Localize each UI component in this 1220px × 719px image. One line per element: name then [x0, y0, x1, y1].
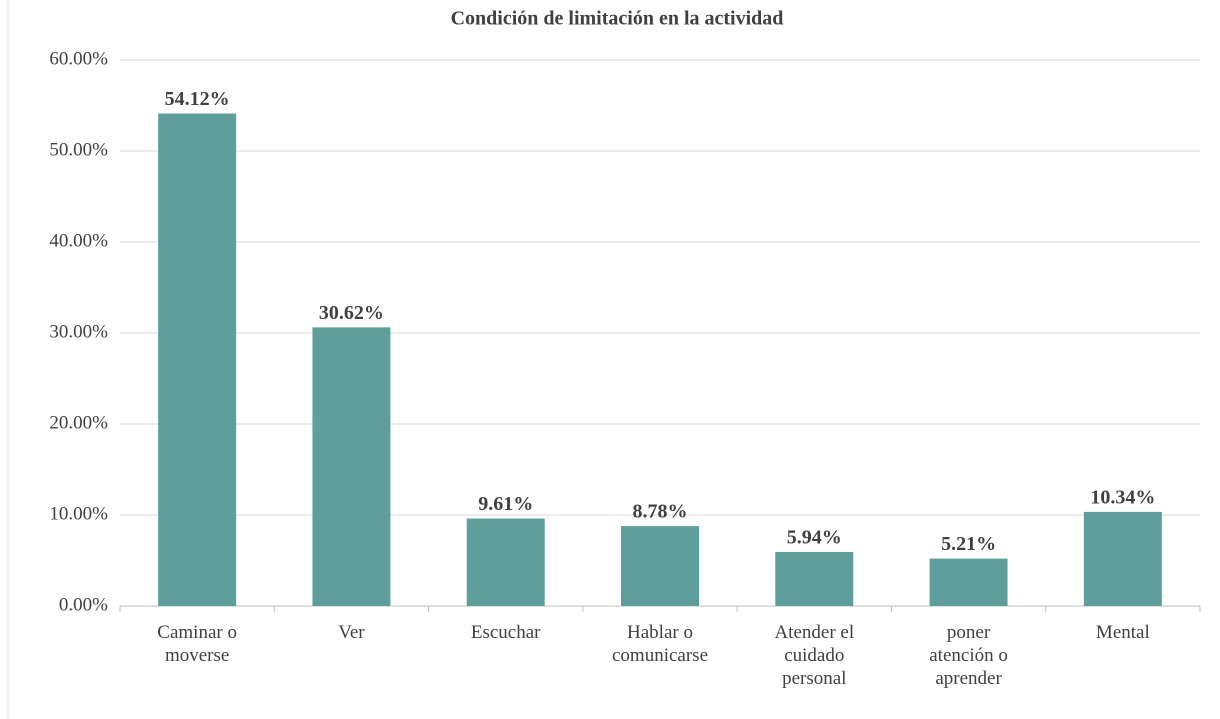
x-tick-label: Hablar o comunicarse	[611, 622, 708, 666]
y-tick-label: 50.00%	[49, 139, 108, 160]
y-tick-label: 60.00%	[49, 48, 108, 69]
x-tick-label: Escuchar	[470, 622, 541, 643]
value-label: 10.34%	[1090, 486, 1155, 508]
y-tick-label: 10.00%	[49, 503, 108, 524]
x-tick-label: Mental	[1095, 622, 1150, 643]
x-tick-label: Atender el cuidado personal	[774, 622, 855, 689]
value-label: 54.12%	[165, 88, 230, 110]
value-label: 9.61%	[478, 493, 533, 515]
y-tick-label: 20.00%	[49, 412, 108, 433]
bar	[1083, 511, 1162, 606]
bar	[929, 558, 1008, 606]
chart-title: Condición de limitación en la actividad	[451, 8, 784, 30]
bar	[158, 113, 237, 607]
x-tick-label: Caminar o moverse	[157, 622, 237, 666]
y-tick-label: 40.00%	[49, 230, 108, 251]
value-label: 5.94%	[787, 527, 842, 549]
bar	[775, 551, 854, 606]
x-tick-label: poner atención o aprender	[929, 622, 1008, 689]
x-tick-label: Ver	[338, 622, 365, 643]
value-label: 8.78%	[633, 501, 688, 523]
value-label: 30.62%	[319, 302, 384, 324]
value-label: 5.21%	[941, 533, 996, 555]
bar	[466, 518, 545, 606]
bar	[621, 526, 699, 606]
y-tick-label: 0.00%	[59, 594, 108, 615]
bar	[312, 327, 391, 606]
y-tick-label: 30.00%	[49, 321, 108, 342]
